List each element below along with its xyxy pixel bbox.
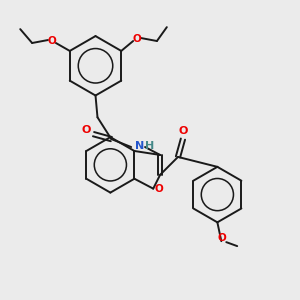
Text: O: O: [48, 36, 56, 46]
Text: O: O: [218, 233, 227, 243]
Text: O: O: [133, 34, 142, 44]
Text: N: N: [136, 141, 145, 151]
Text: O: O: [178, 126, 188, 136]
Text: H: H: [146, 141, 154, 151]
Text: O: O: [82, 125, 91, 135]
Text: O: O: [155, 184, 164, 194]
